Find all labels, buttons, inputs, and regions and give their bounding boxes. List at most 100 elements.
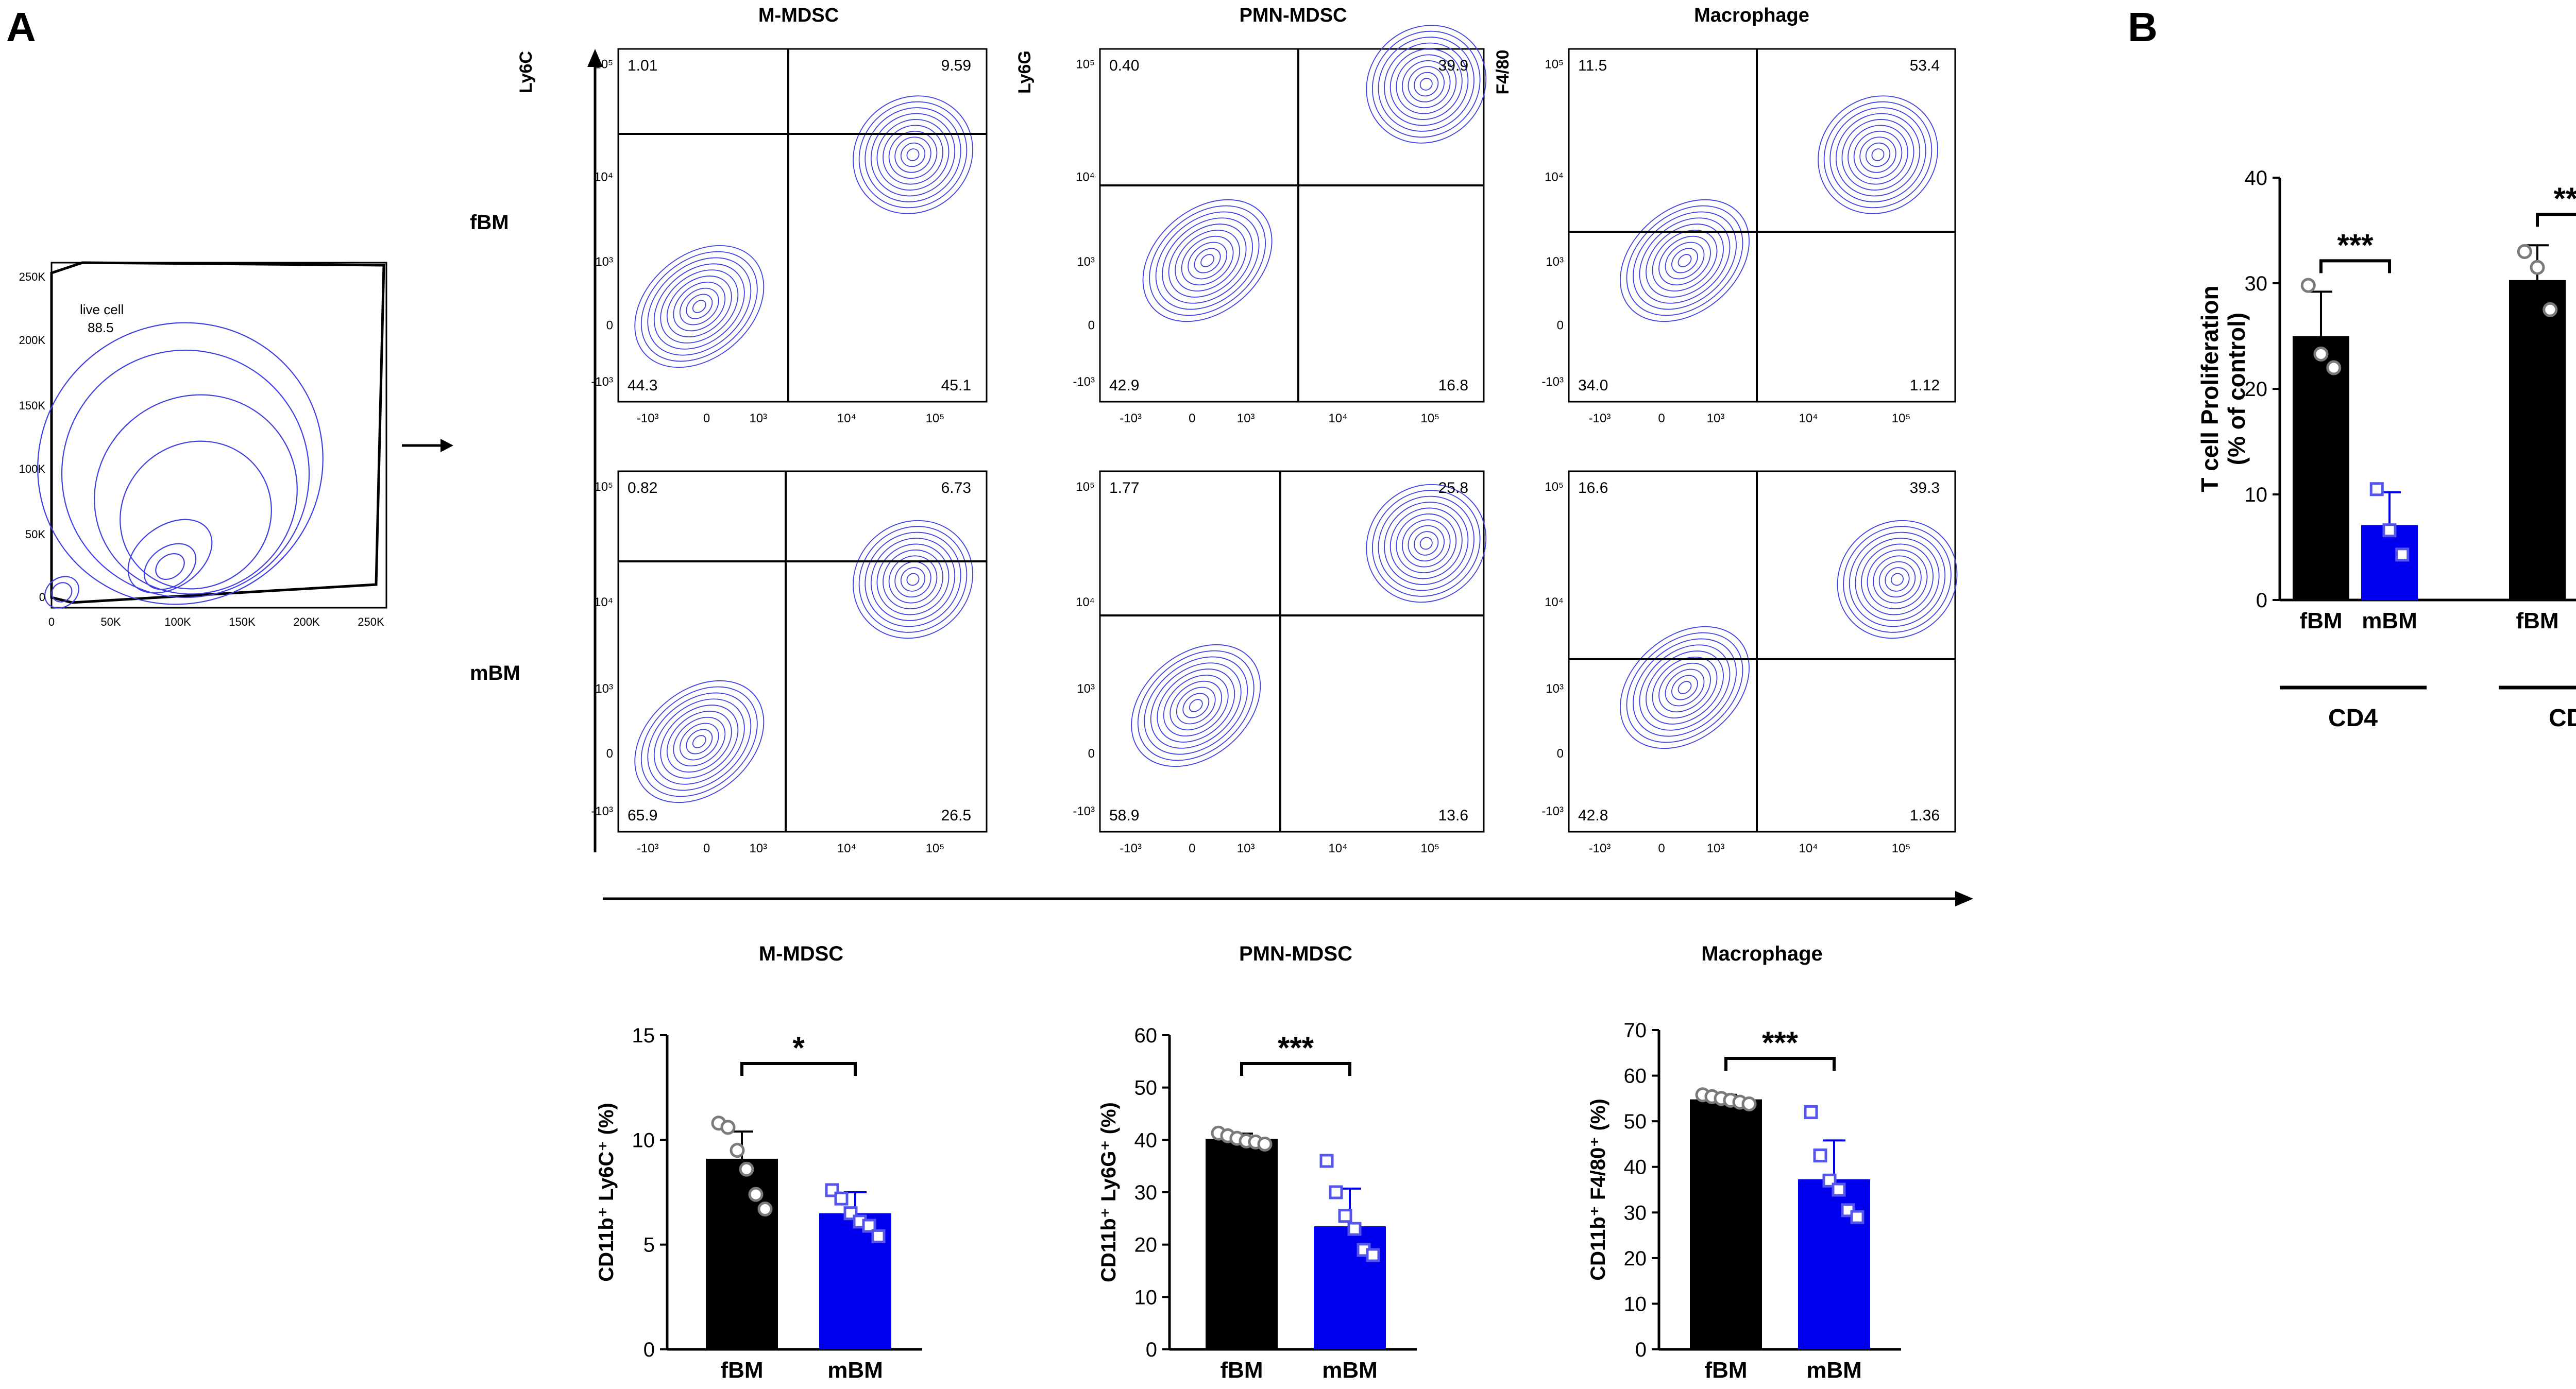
flow-contour xyxy=(634,680,765,803)
data-point-circle xyxy=(2326,360,2342,375)
y-tick-label: 0 xyxy=(643,1339,655,1361)
significance-bracket xyxy=(740,1062,857,1076)
flow-contour xyxy=(1366,25,1487,144)
flow-contour xyxy=(870,538,956,621)
significance-bracket xyxy=(2536,213,2576,227)
flow-x-tick: 0 xyxy=(1189,411,1195,425)
flow-x-tick: -10³ xyxy=(1589,842,1611,855)
flow-contour xyxy=(1389,507,1463,579)
data-point-circle xyxy=(1257,1136,1273,1152)
quadrant-value-ul: 11.5 xyxy=(1578,57,1607,74)
panel-b-groups: CD4 CD8 xyxy=(2280,685,2576,732)
flow-contour xyxy=(1155,211,1260,310)
row-label-mbm: mBM xyxy=(470,662,520,684)
flow-contour xyxy=(1835,113,1921,197)
quadrant-value-ur: 25.8 xyxy=(1438,479,1468,496)
quadrant-value-ul: 0.40 xyxy=(1109,57,1139,74)
gating-plot: live cell 88.5 0 50K 100K 150K 200K 250K… xyxy=(19,261,387,628)
data-point-circle xyxy=(2517,244,2532,259)
flow-y-tick: 10⁵ xyxy=(1076,480,1095,494)
gating-x-tick: 50K xyxy=(100,615,121,628)
flow-contour xyxy=(1859,136,1896,173)
flow-contour xyxy=(1620,626,1750,749)
flow-contour xyxy=(1848,125,1908,185)
flow-contour xyxy=(858,101,968,209)
data-point-square xyxy=(834,1191,849,1206)
flow-contour xyxy=(1658,662,1711,713)
gating-y-tick: 150K xyxy=(19,399,46,412)
quadrant-value-lr: 13.6 xyxy=(1438,807,1468,824)
flow-contour xyxy=(1626,205,1743,316)
y-tick-label: 30 xyxy=(1624,1202,1647,1224)
live-cell-gate xyxy=(50,261,385,604)
y-tick-label: 30 xyxy=(2245,272,2268,295)
flow-contour xyxy=(1396,513,1457,574)
flow-x-tick: 10⁴ xyxy=(837,411,856,425)
data-point-square xyxy=(1804,1105,1818,1119)
flow-contour xyxy=(634,245,765,368)
data-point-circle xyxy=(2543,302,2558,317)
y-tick-label: 40 xyxy=(1624,1156,1647,1179)
flow-plot-frame xyxy=(1099,470,1485,833)
flow-contour xyxy=(1144,656,1248,755)
flow-contour xyxy=(1626,632,1743,743)
quadrant-value-lr: 26.5 xyxy=(941,807,971,824)
x-tick-label: mBM xyxy=(827,1358,883,1383)
quadrant-value-lr: 45.1 xyxy=(941,377,971,394)
data-point-square xyxy=(1850,1210,1865,1224)
y-tick-label: 60 xyxy=(1624,1065,1647,1088)
quadrant-value-lr: 16.8 xyxy=(1438,377,1468,394)
flow-contour xyxy=(906,573,920,586)
bar-chart-3: 0 10 20 30 40 T cell Proliferation (% of contr… xyxy=(2196,167,2576,633)
flow-y-tick: 10³ xyxy=(1546,682,1564,696)
data-point-circle xyxy=(739,1161,754,1177)
y-tick-label: 40 xyxy=(1134,1129,1158,1152)
quadrant-value-ul: 1.77 xyxy=(1109,479,1139,496)
significance-bracket xyxy=(2319,259,2391,273)
flow-contour xyxy=(1633,211,1737,310)
flow-contour xyxy=(1396,54,1457,114)
flow-contour xyxy=(679,723,719,761)
quadrant-value-ll: 44.3 xyxy=(628,377,657,394)
flow-contour xyxy=(1378,37,1475,132)
flow-contour xyxy=(1194,248,1221,273)
data-point-square xyxy=(862,1219,876,1233)
flow-contour xyxy=(1671,248,1698,273)
flow-y-tick: -10³ xyxy=(1073,804,1095,818)
gating-y-tick: 50K xyxy=(25,528,45,541)
significance-label: *** xyxy=(1762,1025,1799,1060)
data-point-circle xyxy=(748,1187,764,1202)
flow-plot-frame xyxy=(617,48,988,403)
flow-contour xyxy=(1891,573,1904,586)
data-point-square xyxy=(871,1229,886,1243)
y-axis-label: CD11b⁺ Ly6G⁺ (%) xyxy=(1097,1102,1120,1282)
flow-x-tick: -10³ xyxy=(1589,411,1611,425)
gating-contours xyxy=(37,322,324,609)
flow-plot-frame xyxy=(1568,48,1956,403)
panel-label-b: B xyxy=(2128,4,2158,50)
flow-contour xyxy=(1671,675,1698,700)
y-tick-label: 0 xyxy=(2256,589,2267,612)
bar-titles: M-MDSC PMN-MDSC Macrophage xyxy=(759,942,1823,965)
flow-contour xyxy=(660,269,739,344)
data-point-circle xyxy=(2313,346,2329,362)
flow-x-tick: 10⁴ xyxy=(1799,411,1818,425)
quadrant-value-lr: 1.12 xyxy=(1910,377,1940,394)
flow-contour xyxy=(1168,224,1247,298)
flow-contour xyxy=(1157,668,1235,743)
flow-x-tick: 0 xyxy=(1658,842,1665,855)
flow-contour xyxy=(666,711,732,773)
gating-contour xyxy=(155,553,185,580)
data-point-square xyxy=(1813,1148,1827,1163)
bar-mbm xyxy=(1314,1226,1386,1349)
flow-contour xyxy=(1853,130,1903,179)
flow-grid: 1.01 9.59 44.3 45.1 10⁵ 10⁴ 10³ 0 -10³ -10³ 0 10³ 10… xyxy=(591,25,1958,855)
y-tick-label: 20 xyxy=(2245,378,2268,401)
flow-contour xyxy=(1677,254,1692,267)
flow-contour xyxy=(1861,543,1934,615)
flow-x-tick: 0 xyxy=(703,842,710,855)
flow-contour xyxy=(1665,242,1705,280)
gating-y-ticks: 0 50K 100K 150K 200K 250K xyxy=(19,270,46,604)
gating-x-ticks: 0 50K 100K 150K 200K 250K xyxy=(48,615,384,628)
